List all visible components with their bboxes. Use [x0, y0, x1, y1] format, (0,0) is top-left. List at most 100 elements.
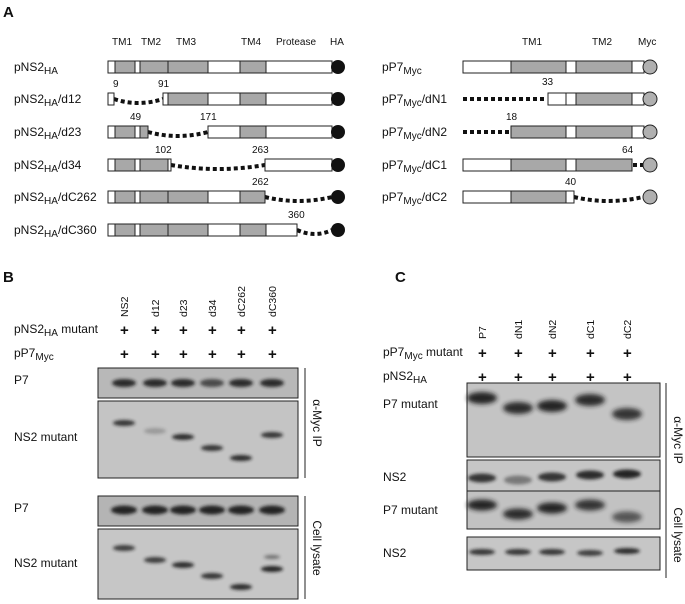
ns2-construct-row: pNS2HA/dC360 360 — [14, 210, 345, 240]
domain-segment — [114, 60, 136, 74]
residue-number: 64 — [622, 145, 634, 156]
domain-segment — [239, 223, 267, 237]
blot-band — [261, 432, 283, 438]
domain-label-protease: Protease — [276, 37, 316, 48]
blot-band — [144, 557, 166, 563]
p7-construct-row: pP7Myc/dC2 40 — [382, 177, 658, 207]
residue-number: 102 — [155, 145, 172, 156]
blot-band — [575, 499, 605, 511]
domain-segment — [134, 60, 141, 74]
blot-band — [170, 505, 196, 515]
deletion-linker — [147, 130, 209, 138]
deletion-linker — [113, 97, 164, 105]
blot-b-lysate-ns2 — [97, 528, 299, 600]
p7-constructs: pP7Myc pP7Myc/dN1 33 pP7Myc/dN2 18 pP7Myc/dC1… — [382, 59, 658, 207]
domain-segment — [575, 60, 633, 74]
blot-b-ip-ns2 — [97, 400, 299, 479]
domain-segment — [265, 92, 333, 106]
blot-band — [142, 505, 168, 515]
blot-band — [504, 475, 532, 485]
plus-sign: + — [268, 346, 277, 363]
lane-label: d34 — [207, 299, 219, 317]
blot-band — [201, 445, 223, 451]
domain-segment — [510, 190, 567, 204]
residue-number: 40 — [565, 177, 577, 188]
p7-construct-label: pP7Myc/dC1 — [382, 158, 447, 175]
domain-segment — [134, 125, 141, 139]
blot-band — [537, 502, 567, 514]
blot-band — [539, 549, 565, 555]
residue-number: 33 — [542, 77, 554, 88]
p7-construct-row: pP7Myc/dC1 64 — [382, 145, 658, 175]
domain-segment — [565, 125, 577, 139]
domain-segment — [575, 92, 633, 106]
domain-segment — [462, 158, 512, 172]
residue-number: 262 — [252, 177, 269, 188]
domain-segment — [265, 125, 333, 139]
domain-segment — [510, 158, 567, 172]
domain-segment — [207, 190, 241, 204]
blot-band — [228, 505, 254, 515]
domain-segment — [547, 92, 567, 106]
panel-b-section-lysate: Cell lysate — [310, 520, 324, 576]
domain-label-tm1: TM1 — [112, 37, 132, 48]
blot-band — [503, 508, 533, 520]
domain-segment — [631, 60, 645, 74]
blot-band — [613, 469, 641, 479]
panel-c-plus-signs: + + + + + + + + + + — [478, 345, 632, 386]
blot-band — [172, 562, 194, 568]
plus-sign: + — [237, 322, 246, 339]
plus-sign: + — [514, 345, 523, 362]
plus-sign: + — [179, 346, 188, 363]
domain-segment — [167, 158, 172, 172]
blot-band — [143, 379, 167, 387]
blot-band — [200, 379, 224, 387]
deletion-linker — [573, 195, 644, 203]
domain-label-ha: HA — [330, 37, 344, 48]
ha-tag — [331, 158, 345, 172]
ha-tag — [331, 190, 345, 204]
domain-segment — [114, 223, 136, 237]
plus-sign: + — [623, 345, 632, 362]
p7-construct-label: pP7Myc/dC2 — [382, 190, 447, 207]
blot-band — [201, 573, 223, 579]
domain-segment — [239, 190, 266, 204]
panel-c-row2-label: pNS2HA — [383, 369, 427, 386]
blot-band — [577, 550, 603, 556]
blot-c-ip-p7 — [466, 382, 661, 458]
blot-band — [111, 505, 137, 515]
domain-label-p7-tm1: TM1 — [522, 37, 542, 48]
domain-segment — [134, 190, 141, 204]
panel-label-b: B — [3, 269, 14, 286]
blot-band — [612, 408, 642, 420]
domain-segment — [139, 158, 169, 172]
panel-c-row1-label: pP7Myc mutant — [383, 345, 463, 362]
panel-c-section-ip: α-Myc IP — [671, 416, 685, 464]
domain-segment — [510, 125, 567, 139]
ha-tag — [331, 92, 345, 106]
panel-b-section-ip: α-Myc IP — [310, 399, 324, 447]
blot-band — [612, 511, 642, 523]
domain-segment — [107, 190, 116, 204]
plus-sign: + — [478, 369, 487, 386]
myc-tag — [642, 91, 658, 107]
residue-number: 9 — [113, 79, 119, 90]
blot-band — [469, 549, 495, 555]
domain-segment — [565, 92, 577, 106]
plus-sign: + — [237, 346, 246, 363]
blot-band — [576, 470, 604, 480]
panel-c-blot-label-ns2-ip: NS2 — [383, 470, 407, 484]
ns2-construct-label: pNS2HA — [14, 60, 58, 77]
residue-number: 18 — [506, 112, 518, 123]
ha-tag — [331, 60, 345, 74]
domain-segment — [207, 125, 241, 139]
p7-construct-row: pP7Myc/dN1 33 — [382, 77, 658, 109]
blot-band — [537, 400, 567, 412]
lane-label: d23 — [178, 299, 190, 317]
blot-band — [261, 566, 283, 572]
domain-segment — [265, 223, 298, 237]
domain-segment — [575, 125, 633, 139]
plus-sign: + — [478, 345, 487, 362]
